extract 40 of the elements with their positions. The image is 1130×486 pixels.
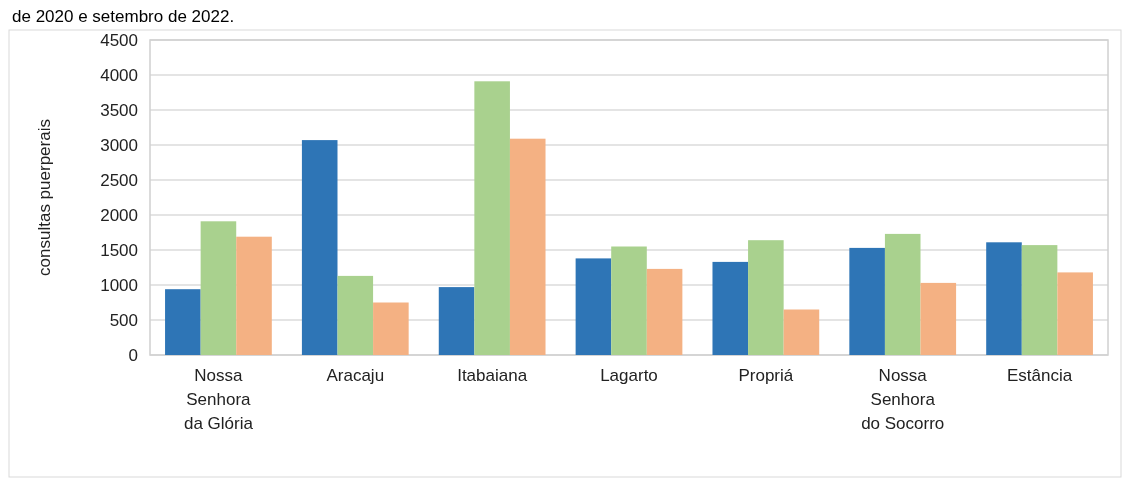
bar <box>884 233 921 355</box>
bar <box>575 258 612 355</box>
y-tick-label: 1000 <box>100 275 138 295</box>
x-tick-label: Propriá <box>738 366 794 385</box>
bar <box>438 287 475 355</box>
bar <box>337 275 374 355</box>
x-tick-label: Nossa Senhora da Glória <box>183 366 254 433</box>
bar <box>165 289 201 355</box>
bar <box>611 246 647 355</box>
bar <box>712 261 749 355</box>
y-tick-label: 0 <box>128 345 138 365</box>
bar <box>301 140 338 355</box>
bar <box>200 221 237 355</box>
x-tick-label: Itabaiana <box>457 366 528 385</box>
bar <box>474 81 510 355</box>
bar <box>783 309 820 355</box>
y-tick-label: 1500 <box>100 240 138 260</box>
y-tick-label: 4500 <box>100 30 138 50</box>
bar <box>920 282 957 355</box>
bar <box>509 138 546 355</box>
bar <box>1057 272 1093 355</box>
y-tick-label: 2000 <box>100 205 138 225</box>
bar <box>1021 245 1058 355</box>
y-axis-title: consultas puerperais <box>35 119 54 276</box>
x-tick-label: Aracaju <box>326 366 385 385</box>
x-tick-label: Lagarto <box>600 366 658 385</box>
y-tick-label: 2500 <box>100 170 138 190</box>
bar <box>646 268 683 355</box>
bar <box>986 242 1022 355</box>
bar <box>849 247 885 355</box>
y-tick-label: 3000 <box>100 135 138 155</box>
bar <box>373 302 409 355</box>
x-tick-label: Estância <box>1006 366 1073 385</box>
bar <box>236 236 272 355</box>
bar <box>748 240 784 355</box>
y-tick-label: 500 <box>109 310 138 330</box>
chart-title: de 2020 e setembro de 2022. <box>12 7 235 26</box>
x-tick-label: Nossa Senhora do Socorro <box>861 366 945 433</box>
y-tick-label: 4000 <box>100 65 138 85</box>
y-tick-label: 3500 <box>100 100 138 120</box>
